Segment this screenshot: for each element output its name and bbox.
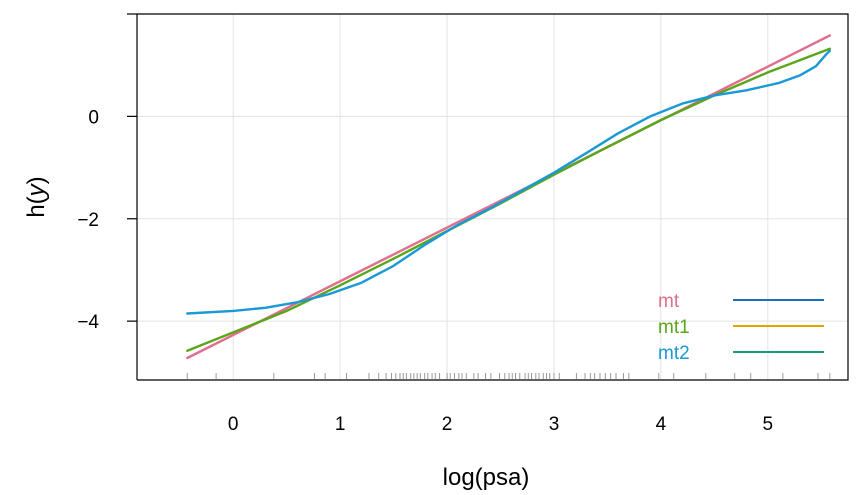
legend-label-mt: mt [658, 291, 680, 312]
grid-lines [137, 14, 848, 380]
legend-label-mt2: mt2 [658, 343, 690, 364]
y-tick-label: 0 [88, 107, 99, 128]
axes: 0 −2 −4 0 1 2 3 4 5 [77, 13, 774, 435]
y-axis-title: h(y) [23, 176, 50, 217]
x-tick-label: 2 [442, 414, 453, 435]
x-tick-label: 3 [549, 414, 560, 435]
plot-frame [137, 13, 849, 381]
plot-border [137, 13, 849, 381]
rug-marks [186, 373, 831, 379]
legend: mt mt1 mt2 [658, 291, 824, 364]
x-axis-title: log(psa) [443, 464, 530, 491]
legend-label-mt1: mt1 [658, 317, 690, 338]
series-line-mt1 [186, 47, 831, 352]
x-tick-label: 4 [656, 414, 667, 435]
x-tick-label: 5 [763, 414, 774, 435]
series-lines [186, 34, 831, 360]
x-tick-label: 1 [335, 414, 346, 435]
series-line-mt2 [186, 49, 831, 315]
y-tick-label: −4 [77, 312, 99, 333]
y-tick-label: −2 [77, 210, 99, 231]
x-tick-label: 0 [228, 414, 239, 435]
